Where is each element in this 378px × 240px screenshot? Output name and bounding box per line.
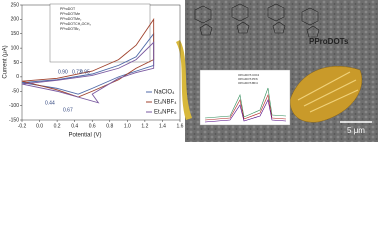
x-tick-label: 0.8 xyxy=(106,123,113,129)
y-tick-label: 150 xyxy=(11,31,20,37)
afm-ridges xyxy=(297,71,359,113)
annotation: 0.44 xyxy=(45,100,55,106)
annotation: 0.95 xyxy=(80,69,90,75)
y-tick-label: 100 xyxy=(11,45,20,51)
x-axis-label: Potential (V) xyxy=(68,133,101,139)
legend-label: Et₄NBF₄ xyxy=(154,100,177,106)
cv-curve xyxy=(21,41,155,104)
figure: PProDOTs 5 μm Potential (V) Current (μA)… xyxy=(2,0,378,142)
spectrum-curve xyxy=(204,99,287,123)
structures xyxy=(194,3,320,38)
spectrum-legend-label: OProDOT-PF6 xyxy=(238,77,258,81)
scale-bar-label: 5 μm xyxy=(347,126,365,135)
legend-label: NaClO₄ xyxy=(154,90,175,96)
film-strip xyxy=(176,40,192,120)
y-axis-label: Current (μA) xyxy=(3,45,9,78)
y-tick-label: 250 xyxy=(11,2,20,8)
annotation: 0.67 xyxy=(63,107,73,113)
annotation: 0.73 xyxy=(72,69,82,75)
x-tick-label: 0.4 xyxy=(71,123,78,129)
spectrum-curve xyxy=(204,93,287,121)
structure-label: PProDOTs xyxy=(309,37,349,46)
x-tick-label: -0.2 xyxy=(18,123,27,129)
spectrum-curve xyxy=(204,87,287,119)
legend-label: Et₄NPF₆ xyxy=(154,110,177,116)
x-tick-label: 0.0 xyxy=(36,123,43,129)
x-tick-label: 1.0 xyxy=(124,123,131,129)
x-tick-label: 0.2 xyxy=(54,123,61,129)
inset-legend-label: PProDOT xyxy=(60,7,76,11)
y-tick-label: -50 xyxy=(12,89,19,95)
afm-surface xyxy=(289,66,363,123)
inset-legend-label: PProDOTCH₂OCH₃ xyxy=(60,22,91,26)
spectrum-legend-label: OProDOT-ClO4 xyxy=(238,73,259,77)
inset-legend-label: PProDOTMe₂ xyxy=(60,17,82,21)
x-tick-label: 1.4 xyxy=(159,123,166,129)
inset-legend-label: PProDOTBr₂ xyxy=(60,27,81,31)
y-tick-label: 50 xyxy=(13,60,19,66)
x-tick-label: 1.6 xyxy=(177,123,184,129)
annotation: 0.90 xyxy=(58,69,68,75)
spectrum-legend-label: OProDOT-BF4 xyxy=(238,81,258,85)
x-tick-label: 0.6 xyxy=(89,123,96,129)
y-tick-label: -150 xyxy=(9,117,19,123)
y-tick-label: 0 xyxy=(16,74,19,80)
y-tick-label: 200 xyxy=(11,17,20,23)
inset-legend-label: PProDOTMe xyxy=(60,12,80,16)
y-tick-label: -100 xyxy=(9,103,19,109)
x-tick-label: 1.2 xyxy=(141,123,148,129)
spectrum-inset xyxy=(199,69,291,126)
inset-chart xyxy=(49,3,151,63)
